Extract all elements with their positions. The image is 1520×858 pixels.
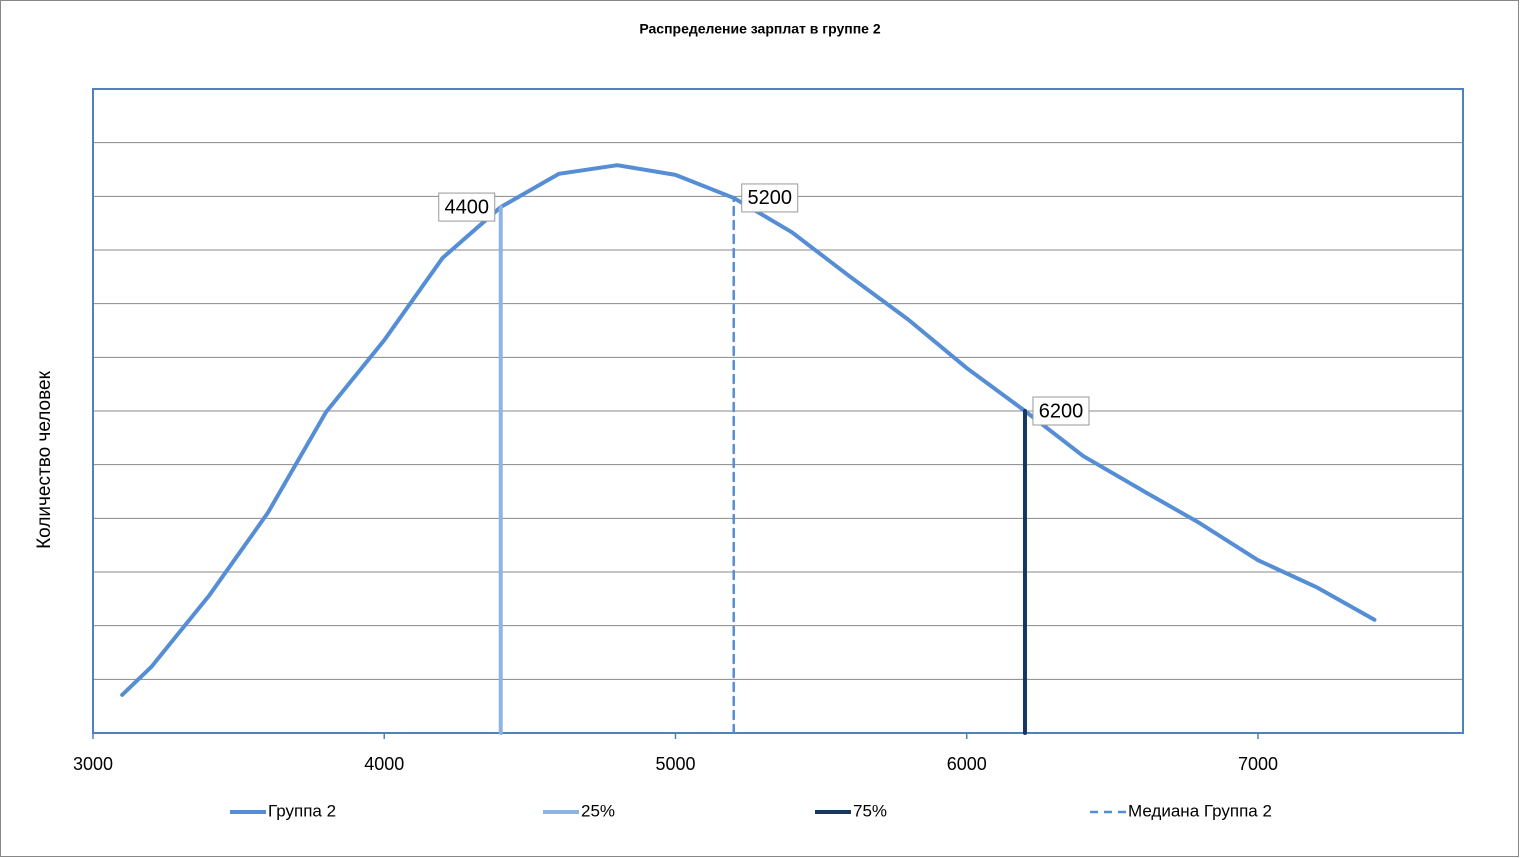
legend-label: Медиана Группа 2 <box>1128 801 1272 820</box>
data-label: 4400 <box>444 196 489 218</box>
x-tick-label: 7000 <box>1238 754 1278 774</box>
x-tick-label: 5000 <box>655 754 695 774</box>
x-tick-label: 6000 <box>947 754 987 774</box>
legend-label: 25% <box>581 801 615 820</box>
data-label: 5200 <box>747 187 792 209</box>
data-label-box <box>1032 396 1090 426</box>
legend-label: 75% <box>853 801 887 820</box>
data-label-box <box>741 183 799 213</box>
plot-border <box>92 88 1464 734</box>
legend-label: Группа 2 <box>268 801 336 820</box>
chart-title: Распределение зарплат в группе 2 <box>639 21 880 37</box>
x-tick-label: 3000 <box>73 754 113 774</box>
data-label: 6200 <box>1039 400 1084 422</box>
x-tick-label: 4000 <box>364 754 404 774</box>
data-label-box <box>438 192 496 222</box>
y-axis-label: Количество человек <box>34 370 55 548</box>
